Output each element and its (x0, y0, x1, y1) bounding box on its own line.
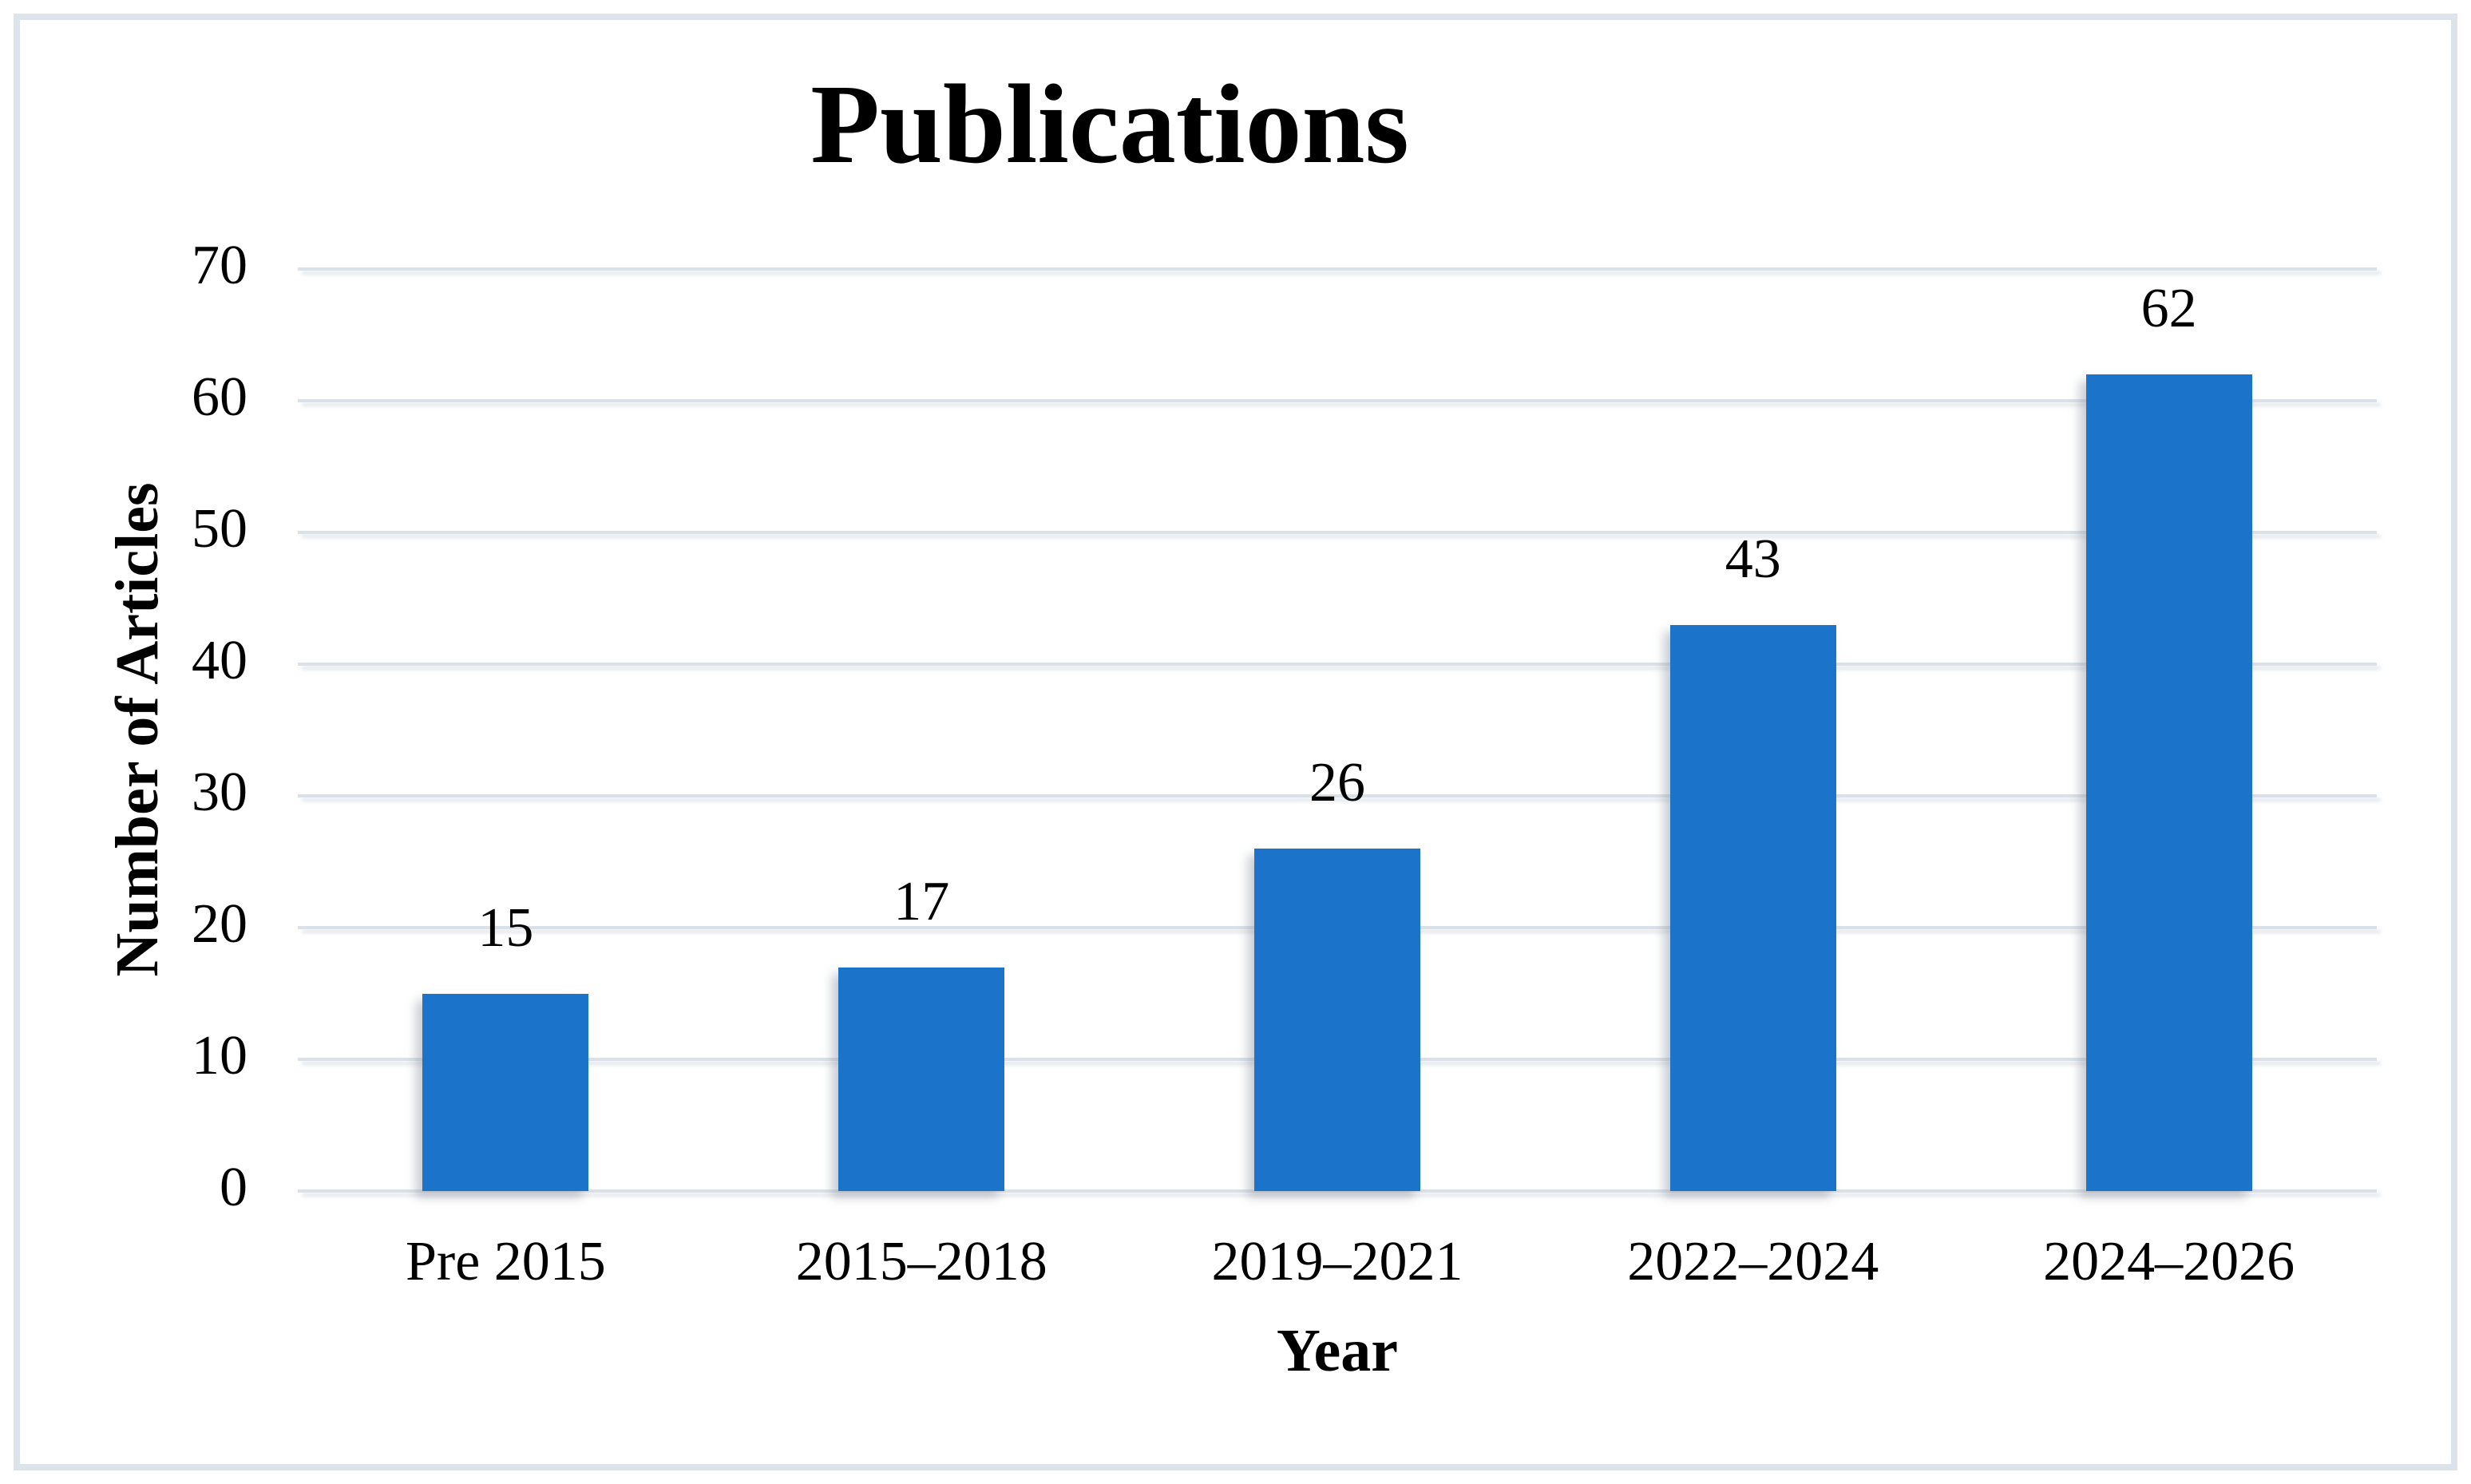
gridline-0 (298, 1189, 2377, 1193)
gridline-60 (298, 399, 2377, 402)
bar-2015-2018 (838, 967, 1005, 1191)
y-tick-label-30: 30 (192, 762, 247, 823)
y-tick-label-40: 40 (192, 630, 247, 691)
x-tick-label-2019-2021: 2019–2021 (1211, 1231, 1463, 1292)
y-tick-label-20: 20 (192, 893, 247, 955)
value-label-2019-2021: 26 (1309, 752, 1365, 813)
y-tick-label-60: 60 (192, 366, 247, 428)
bar-2022-2024 (1669, 624, 1836, 1191)
value-label-2015-2018: 17 (893, 870, 950, 932)
x-tick-label-2024-2026: 2024–2026 (2043, 1231, 2295, 1292)
gridline-30 (298, 794, 2377, 797)
x-tick-label-2015-2018: 2015–2018 (795, 1231, 1047, 1292)
value-label-2022-2024: 43 (1725, 528, 1781, 590)
gridline-50 (298, 531, 2377, 534)
value-label-pre-2015: 15 (477, 896, 534, 959)
y-tick-label-10: 10 (192, 1025, 247, 1086)
value-label-2024-2026: 62 (2140, 278, 2197, 339)
y-tick-label-50: 50 (192, 498, 247, 560)
y-tick-label-0: 0 (220, 1157, 247, 1218)
bar-pre-2015 (422, 993, 589, 1191)
x-axis-title: Year (1277, 1317, 1398, 1384)
x-tick-label-2022-2024: 2022–2024 (1627, 1231, 1879, 1292)
chart-title: Publications (810, 61, 1409, 187)
y-tick-label-70: 70 (192, 235, 247, 296)
x-tick-label-pre-2015: Pre 2015 (405, 1231, 606, 1292)
bar-2024-2026 (2085, 374, 2252, 1191)
gridline-70 (298, 267, 2377, 271)
gridline-40 (298, 663, 2377, 666)
bar-2019-2021 (1254, 849, 1420, 1191)
